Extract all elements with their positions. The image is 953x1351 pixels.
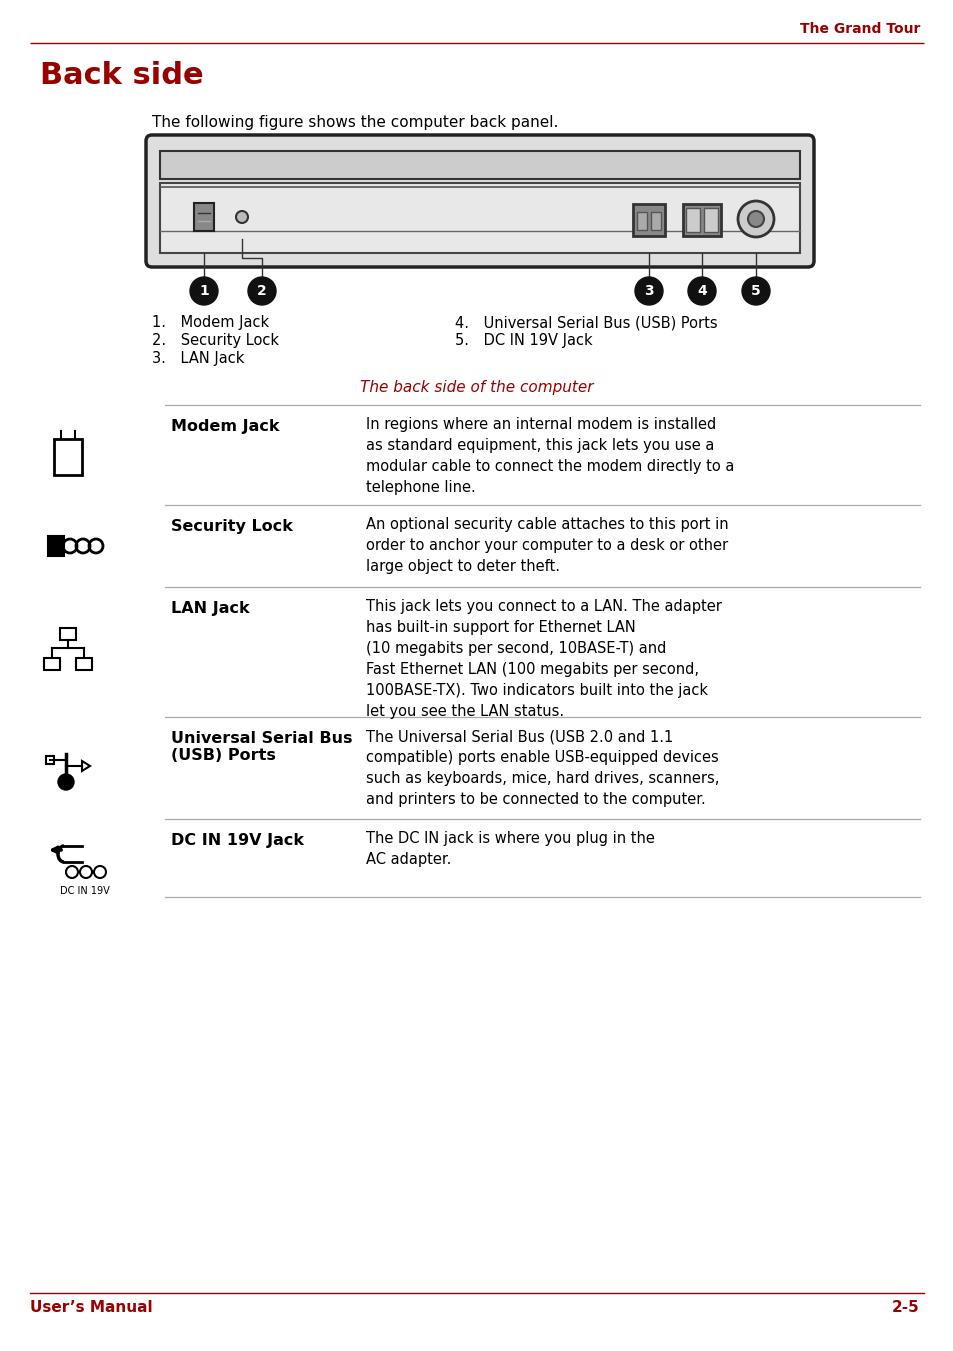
Circle shape bbox=[635, 277, 662, 305]
Bar bbox=[160, 151, 800, 178]
FancyBboxPatch shape bbox=[146, 135, 813, 267]
Bar bbox=[685, 208, 700, 232]
Circle shape bbox=[747, 211, 763, 227]
Bar bbox=[46, 757, 54, 765]
Circle shape bbox=[190, 277, 218, 305]
Bar bbox=[650, 212, 660, 230]
Text: Back side: Back side bbox=[40, 62, 203, 91]
Text: 4. Universal Serial Bus (USB) Ports: 4. Universal Serial Bus (USB) Ports bbox=[455, 315, 717, 330]
Bar bbox=[637, 212, 646, 230]
Bar bbox=[193, 203, 213, 231]
Text: 2. Security Lock: 2. Security Lock bbox=[152, 332, 278, 349]
Bar bbox=[633, 204, 664, 236]
Text: An optional security cable attaches to this port in
order to anchor your compute: An optional security cable attaches to t… bbox=[366, 517, 728, 574]
Circle shape bbox=[235, 211, 248, 223]
Text: In regions where an internal modem is installed
as standard equipment, this jack: In regions where an internal modem is in… bbox=[366, 417, 734, 494]
Text: 3: 3 bbox=[643, 284, 653, 299]
Text: Modem Jack: Modem Jack bbox=[171, 419, 279, 434]
Circle shape bbox=[58, 774, 74, 790]
Text: DC IN 19V Jack: DC IN 19V Jack bbox=[171, 834, 304, 848]
Bar bbox=[160, 182, 800, 253]
Text: This jack lets you connect to a LAN. The adapter
has built-in support for Ethern: This jack lets you connect to a LAN. The… bbox=[366, 598, 721, 719]
Text: 5: 5 bbox=[750, 284, 760, 299]
Text: LAN Jack: LAN Jack bbox=[171, 601, 250, 616]
Bar bbox=[48, 536, 64, 557]
Bar bbox=[682, 204, 720, 236]
Text: 3. LAN Jack: 3. LAN Jack bbox=[152, 351, 244, 366]
Text: 2: 2 bbox=[257, 284, 267, 299]
Text: The following figure shows the computer back panel.: The following figure shows the computer … bbox=[152, 115, 558, 131]
Text: Security Lock: Security Lock bbox=[171, 519, 293, 534]
Text: The Universal Serial Bus (USB 2.0 and 1.1
compatible) ports enable USB-equipped : The Universal Serial Bus (USB 2.0 and 1.… bbox=[366, 730, 719, 807]
Text: 1: 1 bbox=[199, 284, 209, 299]
Bar bbox=[44, 658, 60, 670]
Bar bbox=[703, 208, 718, 232]
Bar bbox=[54, 439, 82, 476]
Bar bbox=[76, 658, 91, 670]
Text: The DC IN jack is where you plug in the
AC adapter.: The DC IN jack is where you plug in the … bbox=[366, 831, 654, 867]
Text: 1. Modem Jack: 1. Modem Jack bbox=[152, 315, 269, 330]
Circle shape bbox=[741, 277, 769, 305]
Text: 4: 4 bbox=[697, 284, 706, 299]
Circle shape bbox=[738, 201, 773, 236]
Circle shape bbox=[248, 277, 275, 305]
Text: 2-5: 2-5 bbox=[891, 1300, 919, 1315]
Text: Universal Serial Bus: Universal Serial Bus bbox=[171, 731, 352, 746]
Text: 5. DC IN 19V Jack: 5. DC IN 19V Jack bbox=[455, 332, 592, 349]
Text: DC IN 19V: DC IN 19V bbox=[60, 886, 110, 896]
Text: The back side of the computer: The back side of the computer bbox=[360, 380, 593, 394]
Text: User’s Manual: User’s Manual bbox=[30, 1300, 152, 1315]
Text: (USB) Ports: (USB) Ports bbox=[171, 748, 275, 763]
Bar bbox=[60, 628, 76, 640]
Text: The Grand Tour: The Grand Tour bbox=[799, 22, 919, 36]
Circle shape bbox=[687, 277, 716, 305]
